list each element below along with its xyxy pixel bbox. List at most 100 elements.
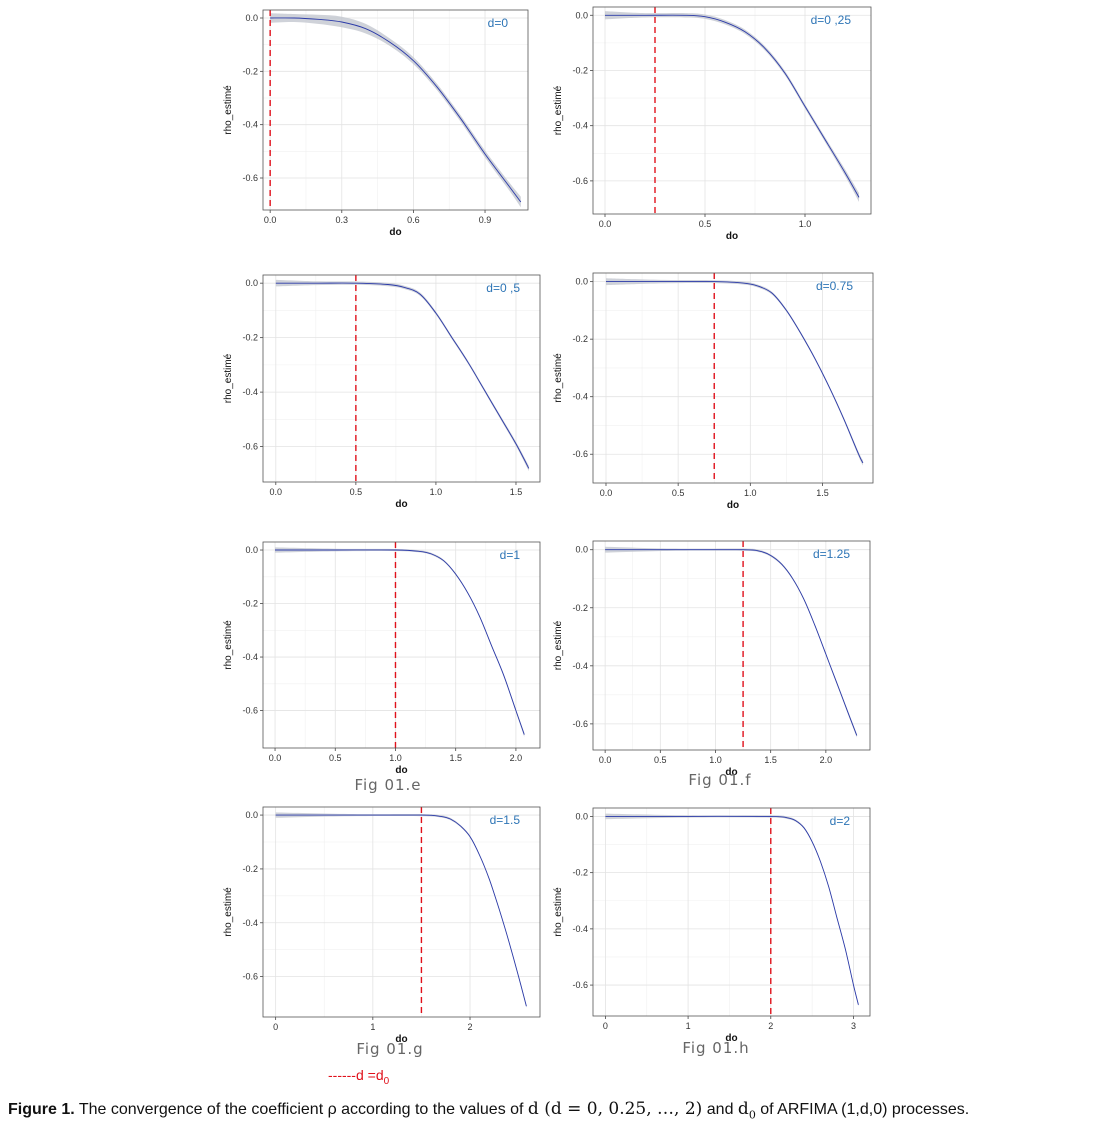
x-axis-title: do — [395, 1034, 407, 1045]
subfigure-label: Fig 01.h — [682, 1039, 749, 1057]
legend-note: ------d =d0 — [328, 1067, 390, 1087]
series-line — [275, 814, 527, 1007]
y-tick-label: -0.4 — [242, 652, 258, 662]
y-tick-label: -0.4 — [572, 121, 588, 131]
x-tick-label: 0 — [603, 1021, 608, 1031]
caption-math-d0: d0 — [737, 1099, 756, 1122]
chart-panel: 0 1 2 0.0 -0.2 -0.4 -0.6 d=1.5 do rho_estimé — [223, 806, 541, 1045]
y-tick-label: -0.6 — [242, 173, 258, 183]
x-tick-label: 2 — [468, 1022, 473, 1032]
y-tick-label: -0.4 — [572, 924, 588, 934]
chart-panel: 0.0 0.5 1.0 1.5 2.0 0.0 -0.2 -0.4 -0.6 d=1.25 do rh… — [553, 540, 871, 778]
y-tick-label: -0.6 — [572, 176, 588, 186]
x-tick-label: 0.0 — [599, 755, 612, 765]
x-tick-label: 2.0 — [820, 755, 833, 765]
y-tick-label: 0.0 — [245, 13, 258, 23]
x-tick-label: 0.0 — [269, 753, 282, 763]
x-tick-label: 2.0 — [510, 753, 523, 763]
chart-panel: 0.0 0.5 1.0 1.5 0.0 -0.2 -0.4 -0.6 d=0 ,5 do rho_e… — [223, 274, 541, 510]
caption-text-and: and — [702, 1101, 738, 1118]
panel-d-label: d=0 — [488, 16, 509, 30]
y-tick-label: 0.0 — [575, 277, 588, 287]
x-tick-label: 1.0 — [430, 487, 443, 497]
x-tick-label: 1.0 — [709, 755, 722, 765]
plot-background — [263, 10, 528, 210]
panel-d-label: d=2 — [830, 814, 851, 828]
x-tick-label: 0.5 — [329, 753, 342, 763]
y-tick-label: -0.6 — [572, 719, 588, 729]
y-tick-label: 0.0 — [245, 278, 258, 288]
y-axis-title: rho_estimé — [553, 85, 564, 135]
chart-panel: 0.0 0.5 1.0 1.5 2.0 0.0 -0.2 -0.4 -0.6 d=1 do rho_e… — [223, 541, 541, 776]
series-line — [275, 282, 530, 469]
x-axis-title: do — [725, 1033, 737, 1044]
chart-panel: 0.0 0.5 1.0 0.0 -0.2 -0.4 -0.6 d=0 ,25 do rho_est… — [553, 6, 872, 242]
series-line — [605, 14, 860, 198]
subfigure-label: Fig 01.g — [356, 1040, 423, 1058]
x-tick-label: 0.6 — [407, 215, 420, 225]
caption-text-before: The convergence of the coefficient ρ acc… — [74, 1101, 528, 1118]
y-tick-label: 0.0 — [245, 810, 258, 820]
y-tick-label: -0.2 — [572, 868, 588, 878]
panel-d-label: d=0.75 — [816, 279, 853, 293]
x-tick-label: 1.5 — [764, 755, 777, 765]
x-tick-label: 1 — [370, 1022, 375, 1032]
y-tick-label: -0.2 — [242, 66, 258, 76]
y-axis-title: rho_estimé — [223, 887, 234, 937]
x-tick-label: 1.0 — [744, 488, 757, 498]
y-axis-title: rho_estimé — [553, 620, 564, 670]
y-tick-label: 0.0 — [575, 10, 588, 20]
caption-label: Figure 1. — [8, 1101, 75, 1118]
x-tick-label: 0.0 — [600, 488, 613, 498]
chart-panel: 0.0 0.3 0.6 0.9 0.0 -0.2 -0.4 -0.6 d=0 do rho_esti… — [223, 9, 529, 238]
y-tick-label: -0.2 — [242, 599, 258, 609]
series-line — [605, 281, 864, 464]
x-tick-label: 0.5 — [672, 488, 685, 498]
y-tick-label: -0.6 — [242, 706, 258, 716]
plot-background — [263, 807, 540, 1017]
plot-border — [262, 274, 541, 483]
x-tick-label: 0.3 — [336, 215, 349, 225]
y-tick-label: 0.0 — [245, 545, 258, 555]
x-tick-label: 0.5 — [654, 755, 667, 765]
panel-d-label: d=1 — [500, 548, 521, 562]
y-tick-label: -0.4 — [242, 918, 258, 928]
plot-border — [262, 806, 541, 1018]
x-tick-label: 0 — [273, 1022, 278, 1032]
x-axis-title: do — [726, 231, 738, 242]
plot-border — [592, 272, 874, 484]
x-tick-label: 2 — [768, 1021, 773, 1031]
y-tick-label: -0.4 — [572, 392, 588, 402]
x-tick-label: 1.0 — [389, 753, 402, 763]
plot-border — [592, 540, 871, 751]
panel-d-label: d=1.25 — [813, 547, 850, 561]
y-tick-label: -0.2 — [242, 333, 258, 343]
x-tick-label: 0.5 — [350, 487, 363, 497]
chart-panel: 0 1 2 3 0.0 -0.2 -0.4 -0.6 d=2 do rho_estimé — [553, 807, 871, 1044]
y-axis-title: rho_estimé — [223, 620, 234, 670]
x-tick-label: 0.0 — [270, 487, 283, 497]
series-line — [270, 17, 522, 203]
subfigure-label: Fig 01.f — [688, 771, 751, 789]
plot-background — [593, 273, 873, 483]
y-tick-label: -0.2 — [572, 603, 588, 613]
x-tick-label: 0.0 — [264, 215, 277, 225]
x-tick-label: 0.0 — [599, 219, 612, 229]
y-axis-title: rho_estimé — [553, 887, 564, 937]
panel-d-label: d=0 ,5 — [486, 281, 520, 295]
plot-border — [262, 9, 529, 211]
chart-panel: 0.0 0.5 1.0 1.5 0.0 -0.2 -0.4 -0.6 d=0.75 do rho_e… — [553, 272, 874, 511]
plot-border — [262, 541, 541, 749]
x-tick-label: 0.9 — [479, 215, 492, 225]
plot-border — [592, 6, 872, 215]
y-tick-label: -0.4 — [572, 661, 588, 671]
x-axis-title: do — [727, 500, 739, 511]
caption-math-d: d (d = 0, 0.25, …, 2) — [527, 1099, 703, 1119]
series-line — [274, 549, 525, 735]
plot-border — [592, 807, 871, 1017]
panel-d-label: d=0 ,25 — [811, 13, 852, 27]
plot-background — [593, 808, 870, 1016]
series-line — [605, 549, 858, 736]
series-line — [605, 815, 859, 1005]
x-tick-label: 3 — [851, 1021, 856, 1031]
